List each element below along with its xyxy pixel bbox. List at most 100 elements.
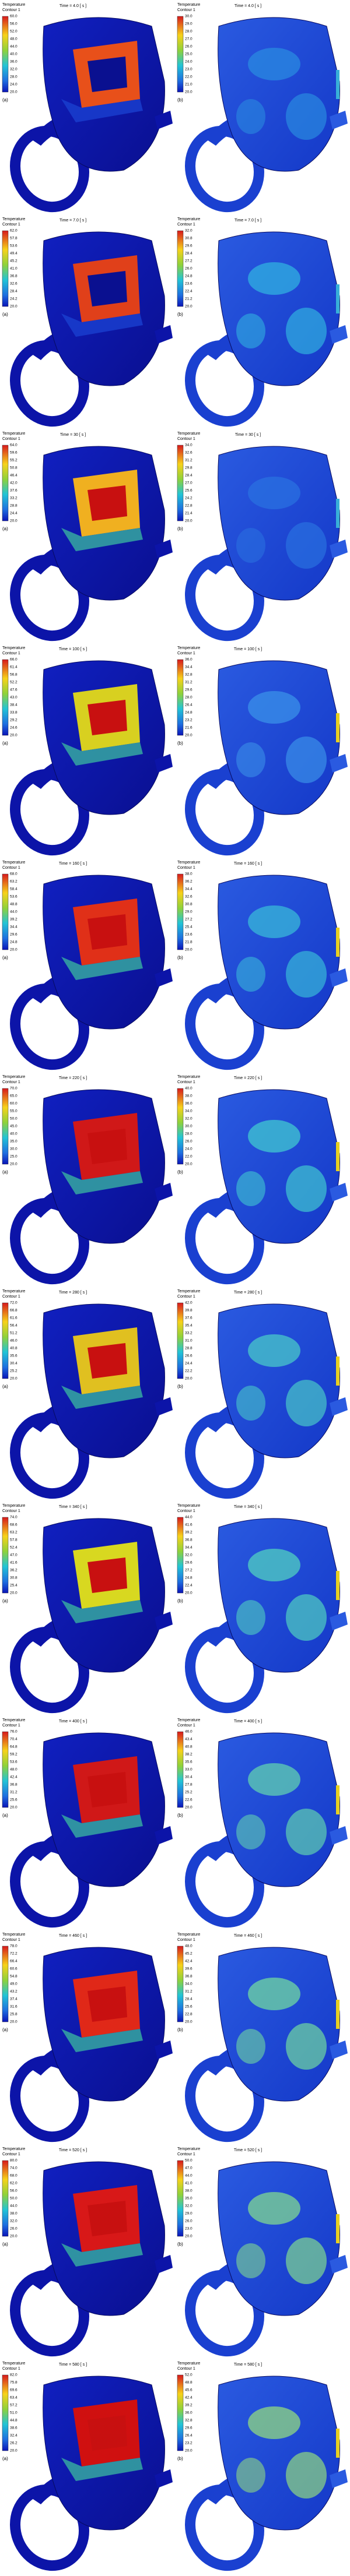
hot-edge <box>336 284 340 313</box>
colorbar-label: 48.0 <box>10 1768 18 1772</box>
colorbar-label: 22.4 <box>185 290 192 294</box>
colorbar-label: 25.8 <box>10 2013 18 2017</box>
colorbar <box>2 1731 9 1808</box>
colorbar <box>2 873 9 950</box>
colorbar-label: 72.0 <box>10 1301 18 1305</box>
legend-title: Temperature <box>177 1933 200 1937</box>
simulation-render <box>10 231 173 427</box>
colorbar-label: 50.0 <box>10 2197 18 2201</box>
colorbar-label: 29.6 <box>185 1561 192 1565</box>
legend-title: Temperature <box>177 1075 200 1079</box>
colorbar <box>177 1946 184 2022</box>
colorbar-label: 26.4 <box>185 703 192 707</box>
colorbar-label: 63.4 <box>10 2396 18 2400</box>
legend-subtitle: Contour 1 <box>2 2152 20 2156</box>
colorbar <box>177 1731 184 1808</box>
colorbar-label: 44.0 <box>10 2204 18 2208</box>
legend-subtitle: Contour 1 <box>2 1080 20 1084</box>
legend-title: Temperature <box>177 1718 200 1722</box>
colorbar <box>2 1517 9 1594</box>
colorbar-label: 39.2 <box>10 918 18 922</box>
simulation-render <box>185 231 348 427</box>
colorbar-label: 28.0 <box>185 1132 192 1136</box>
colorbar-label: 36.8 <box>10 1783 18 1787</box>
panel-label: (b) <box>177 955 183 960</box>
colorbar-label: 47.0 <box>10 1553 18 1557</box>
colorbar-label: 23.0 <box>185 68 192 72</box>
warm-patch <box>248 477 300 509</box>
colorbar-label: 41.0 <box>185 2182 192 2186</box>
colorbar-label: 69.6 <box>10 2388 18 2392</box>
colorbar-label: 26.0 <box>185 1140 192 1144</box>
colorbar-label: 30.4 <box>185 1775 192 1779</box>
colorbar-label: 43.2 <box>10 1990 18 1994</box>
time-label: Time = 220 [ s ] <box>234 1076 262 1080</box>
colorbar-label: 38.0 <box>10 2212 18 2216</box>
colorbar <box>177 873 184 950</box>
legend-title: Temperature <box>177 432 200 436</box>
simulation-render <box>10 1518 173 1714</box>
colorbar-label: 23.6 <box>185 933 192 937</box>
colorbar-label: 45.6 <box>185 2388 192 2392</box>
legend-title: Temperature <box>2 217 25 221</box>
colorbar-label: 48.0 <box>10 37 18 41</box>
legend-title: Temperature <box>177 217 200 221</box>
colorbar-label: 30.8 <box>185 237 192 241</box>
warm-patch <box>236 313 265 348</box>
warm-patch <box>248 1120 300 1153</box>
colorbar-label: 33.0 <box>185 1768 192 1772</box>
colorbar-label: 26.0 <box>185 267 192 271</box>
legend-title: Temperature <box>177 3 200 7</box>
time-label: Time = 220 [ s ] <box>59 1076 87 1080</box>
colorbar-label: 57.2 <box>10 2404 18 2408</box>
colorbar-label: 45.0 <box>10 1125 18 1129</box>
colorbar-label: 66.8 <box>10 1309 18 1313</box>
colorbar-label: 20.0 <box>10 734 18 738</box>
colorbar-label: 60.0 <box>10 15 18 19</box>
colorbar-label: 34.0 <box>185 443 192 447</box>
time-label: Time = 520 [ s ] <box>234 2148 262 2152</box>
colorbar-label: 51.2 <box>10 1331 18 1335</box>
colorbar-label: 31.0 <box>185 1339 192 1343</box>
colorbar-label: 63.2 <box>10 1531 18 1535</box>
colorbar-label: 36.0 <box>185 658 192 662</box>
legend-subtitle: Contour 1 <box>2 866 20 870</box>
colorbar <box>177 659 184 736</box>
panel-label: (b) <box>177 526 183 531</box>
colorbar-label: 26.6 <box>185 1354 192 1358</box>
body <box>218 231 340 386</box>
colorbar-label: 20.0 <box>10 1377 18 1381</box>
colorbar-label: 40.8 <box>185 1745 192 1749</box>
legend-title: Temperature <box>177 2362 200 2366</box>
nub <box>330 325 348 344</box>
colorbar-label: 24.0 <box>185 1147 192 1151</box>
colorbar-label: 42.4 <box>10 1775 18 1779</box>
colorbar-label: 76.0 <box>10 1730 18 1734</box>
colorbar-label: 36.2 <box>10 1569 18 1573</box>
warm-patch <box>248 262 300 295</box>
time-label: Time = 580 [ s ] <box>59 2363 87 2367</box>
panel-label: (a) <box>2 1813 8 1818</box>
colorbar-label: 20.0 <box>185 1162 192 1167</box>
colorbar-label: 33.8 <box>10 711 18 715</box>
colorbar-label: 78.0 <box>10 1944 18 1948</box>
colorbar <box>2 1088 9 1165</box>
colorbar-label: 65.0 <box>10 1094 18 1098</box>
body <box>218 1947 340 2102</box>
colorbar-label: 20.0 <box>10 2449 18 2453</box>
colorbar-label: 20.0 <box>185 90 192 94</box>
nub <box>330 968 348 987</box>
colorbar-label: 32.0 <box>10 2219 18 2223</box>
colorbar-label: 31.2 <box>10 1791 18 1795</box>
nub <box>155 540 173 558</box>
colorbar-label: 44.0 <box>185 1516 192 1520</box>
colorbar-label: 57.8 <box>10 1538 18 1542</box>
colorbar <box>177 1302 184 1379</box>
colorbar-label: 32.8 <box>185 2419 192 2423</box>
colorbar-label: 24.0 <box>185 60 192 64</box>
